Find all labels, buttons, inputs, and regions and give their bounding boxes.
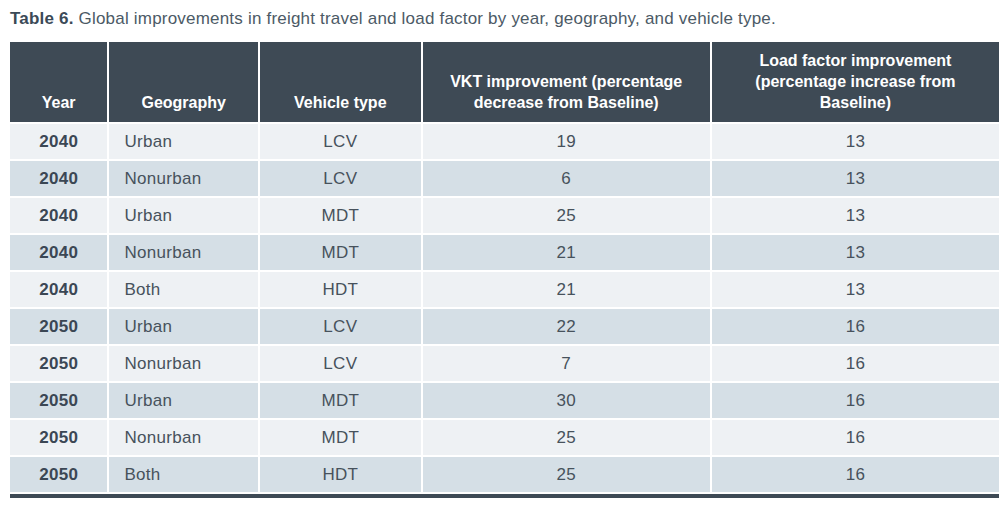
table-caption: Table 6. Global improvements in freight … <box>10 7 1007 31</box>
vkt-value-cell: 7 <box>423 346 710 381</box>
vehicle-type-cell: MDT <box>260 235 421 270</box>
vehicle-type-cell: MDT <box>260 383 421 418</box>
geography-cell: Both <box>109 272 258 307</box>
table-row: 2040 Both HDT 21 13 <box>10 272 999 307</box>
vehicle-type-cell: LCV <box>260 124 421 159</box>
load-factor-value-cell: 16 <box>712 383 999 418</box>
column-header-vkt-improvement: VKT improvement (percentage decrease fro… <box>423 42 710 122</box>
table-bottom-rule <box>10 494 999 498</box>
table-row: 2050 Both HDT 25 16 <box>10 457 999 492</box>
column-header-year: Year <box>10 42 107 122</box>
year-cell: 2050 <box>10 383 107 418</box>
load-factor-value-cell: 13 <box>712 198 999 233</box>
geography-cell: Urban <box>109 124 258 159</box>
vkt-value-cell: 22 <box>423 309 710 344</box>
table-row: 2040 Urban MDT 25 13 <box>10 198 999 233</box>
year-cell: 2040 <box>10 235 107 270</box>
table-row: 2050 Nonurban MDT 25 16 <box>10 420 999 455</box>
table-row: 2050 Urban MDT 30 16 <box>10 383 999 418</box>
year-cell: 2040 <box>10 272 107 307</box>
table-row: 2040 Nonurban LCV 6 13 <box>10 161 999 196</box>
table-row: 2050 Nonurban LCV 7 16 <box>10 346 999 381</box>
column-header-load-factor-improvement: Load factor improvement (percentage incr… <box>712 42 999 122</box>
page: Table 6. Global improvements in freight … <box>0 0 1007 506</box>
column-header-vehicle-type: Vehicle type <box>260 42 421 122</box>
vehicle-type-cell: MDT <box>260 198 421 233</box>
load-factor-value-cell: 13 <box>712 272 999 307</box>
load-factor-value-cell: 13 <box>712 161 999 196</box>
vehicle-type-cell: LCV <box>260 346 421 381</box>
geography-cell: Urban <box>109 309 258 344</box>
header-row: Year Geography Vehicle type VKT improvem… <box>10 42 999 122</box>
year-cell: 2040 <box>10 161 107 196</box>
vkt-value-cell: 21 <box>423 272 710 307</box>
vkt-value-cell: 25 <box>423 457 710 492</box>
vkt-value-cell: 19 <box>423 124 710 159</box>
freight-improvements-table: Year Geography Vehicle type VKT improvem… <box>8 40 1001 494</box>
table-caption-text: Global improvements in freight travel an… <box>74 9 776 28</box>
geography-cell: Both <box>109 457 258 492</box>
geography-cell: Urban <box>109 198 258 233</box>
table-row: 2040 Urban LCV 19 13 <box>10 124 999 159</box>
year-cell: 2050 <box>10 346 107 381</box>
geography-cell: Urban <box>109 383 258 418</box>
table-body: 2040 Urban LCV 19 13 2040 Nonurban LCV 6… <box>10 124 999 492</box>
year-cell: 2040 <box>10 198 107 233</box>
vehicle-type-cell: MDT <box>260 420 421 455</box>
year-cell: 2050 <box>10 457 107 492</box>
load-factor-value-cell: 16 <box>712 457 999 492</box>
geography-cell: Nonurban <box>109 420 258 455</box>
geography-cell: Nonurban <box>109 346 258 381</box>
year-cell: 2040 <box>10 124 107 159</box>
load-factor-value-cell: 16 <box>712 420 999 455</box>
load-factor-value-cell: 16 <box>712 346 999 381</box>
year-cell: 2050 <box>10 420 107 455</box>
table-caption-label: Table 6. <box>10 9 74 28</box>
vehicle-type-cell: LCV <box>260 161 421 196</box>
vehicle-type-cell: HDT <box>260 457 421 492</box>
load-factor-value-cell: 16 <box>712 309 999 344</box>
vkt-value-cell: 21 <box>423 235 710 270</box>
vehicle-type-cell: LCV <box>260 309 421 344</box>
load-factor-value-cell: 13 <box>712 124 999 159</box>
table-row: 2050 Urban LCV 22 16 <box>10 309 999 344</box>
vehicle-type-cell: HDT <box>260 272 421 307</box>
geography-cell: Nonurban <box>109 235 258 270</box>
column-header-geography: Geography <box>109 42 258 122</box>
vkt-value-cell: 25 <box>423 420 710 455</box>
vkt-value-cell: 25 <box>423 198 710 233</box>
vkt-value-cell: 6 <box>423 161 710 196</box>
load-factor-value-cell: 13 <box>712 235 999 270</box>
table-row: 2040 Nonurban MDT 21 13 <box>10 235 999 270</box>
vkt-value-cell: 30 <box>423 383 710 418</box>
year-cell: 2050 <box>10 309 107 344</box>
geography-cell: Nonurban <box>109 161 258 196</box>
